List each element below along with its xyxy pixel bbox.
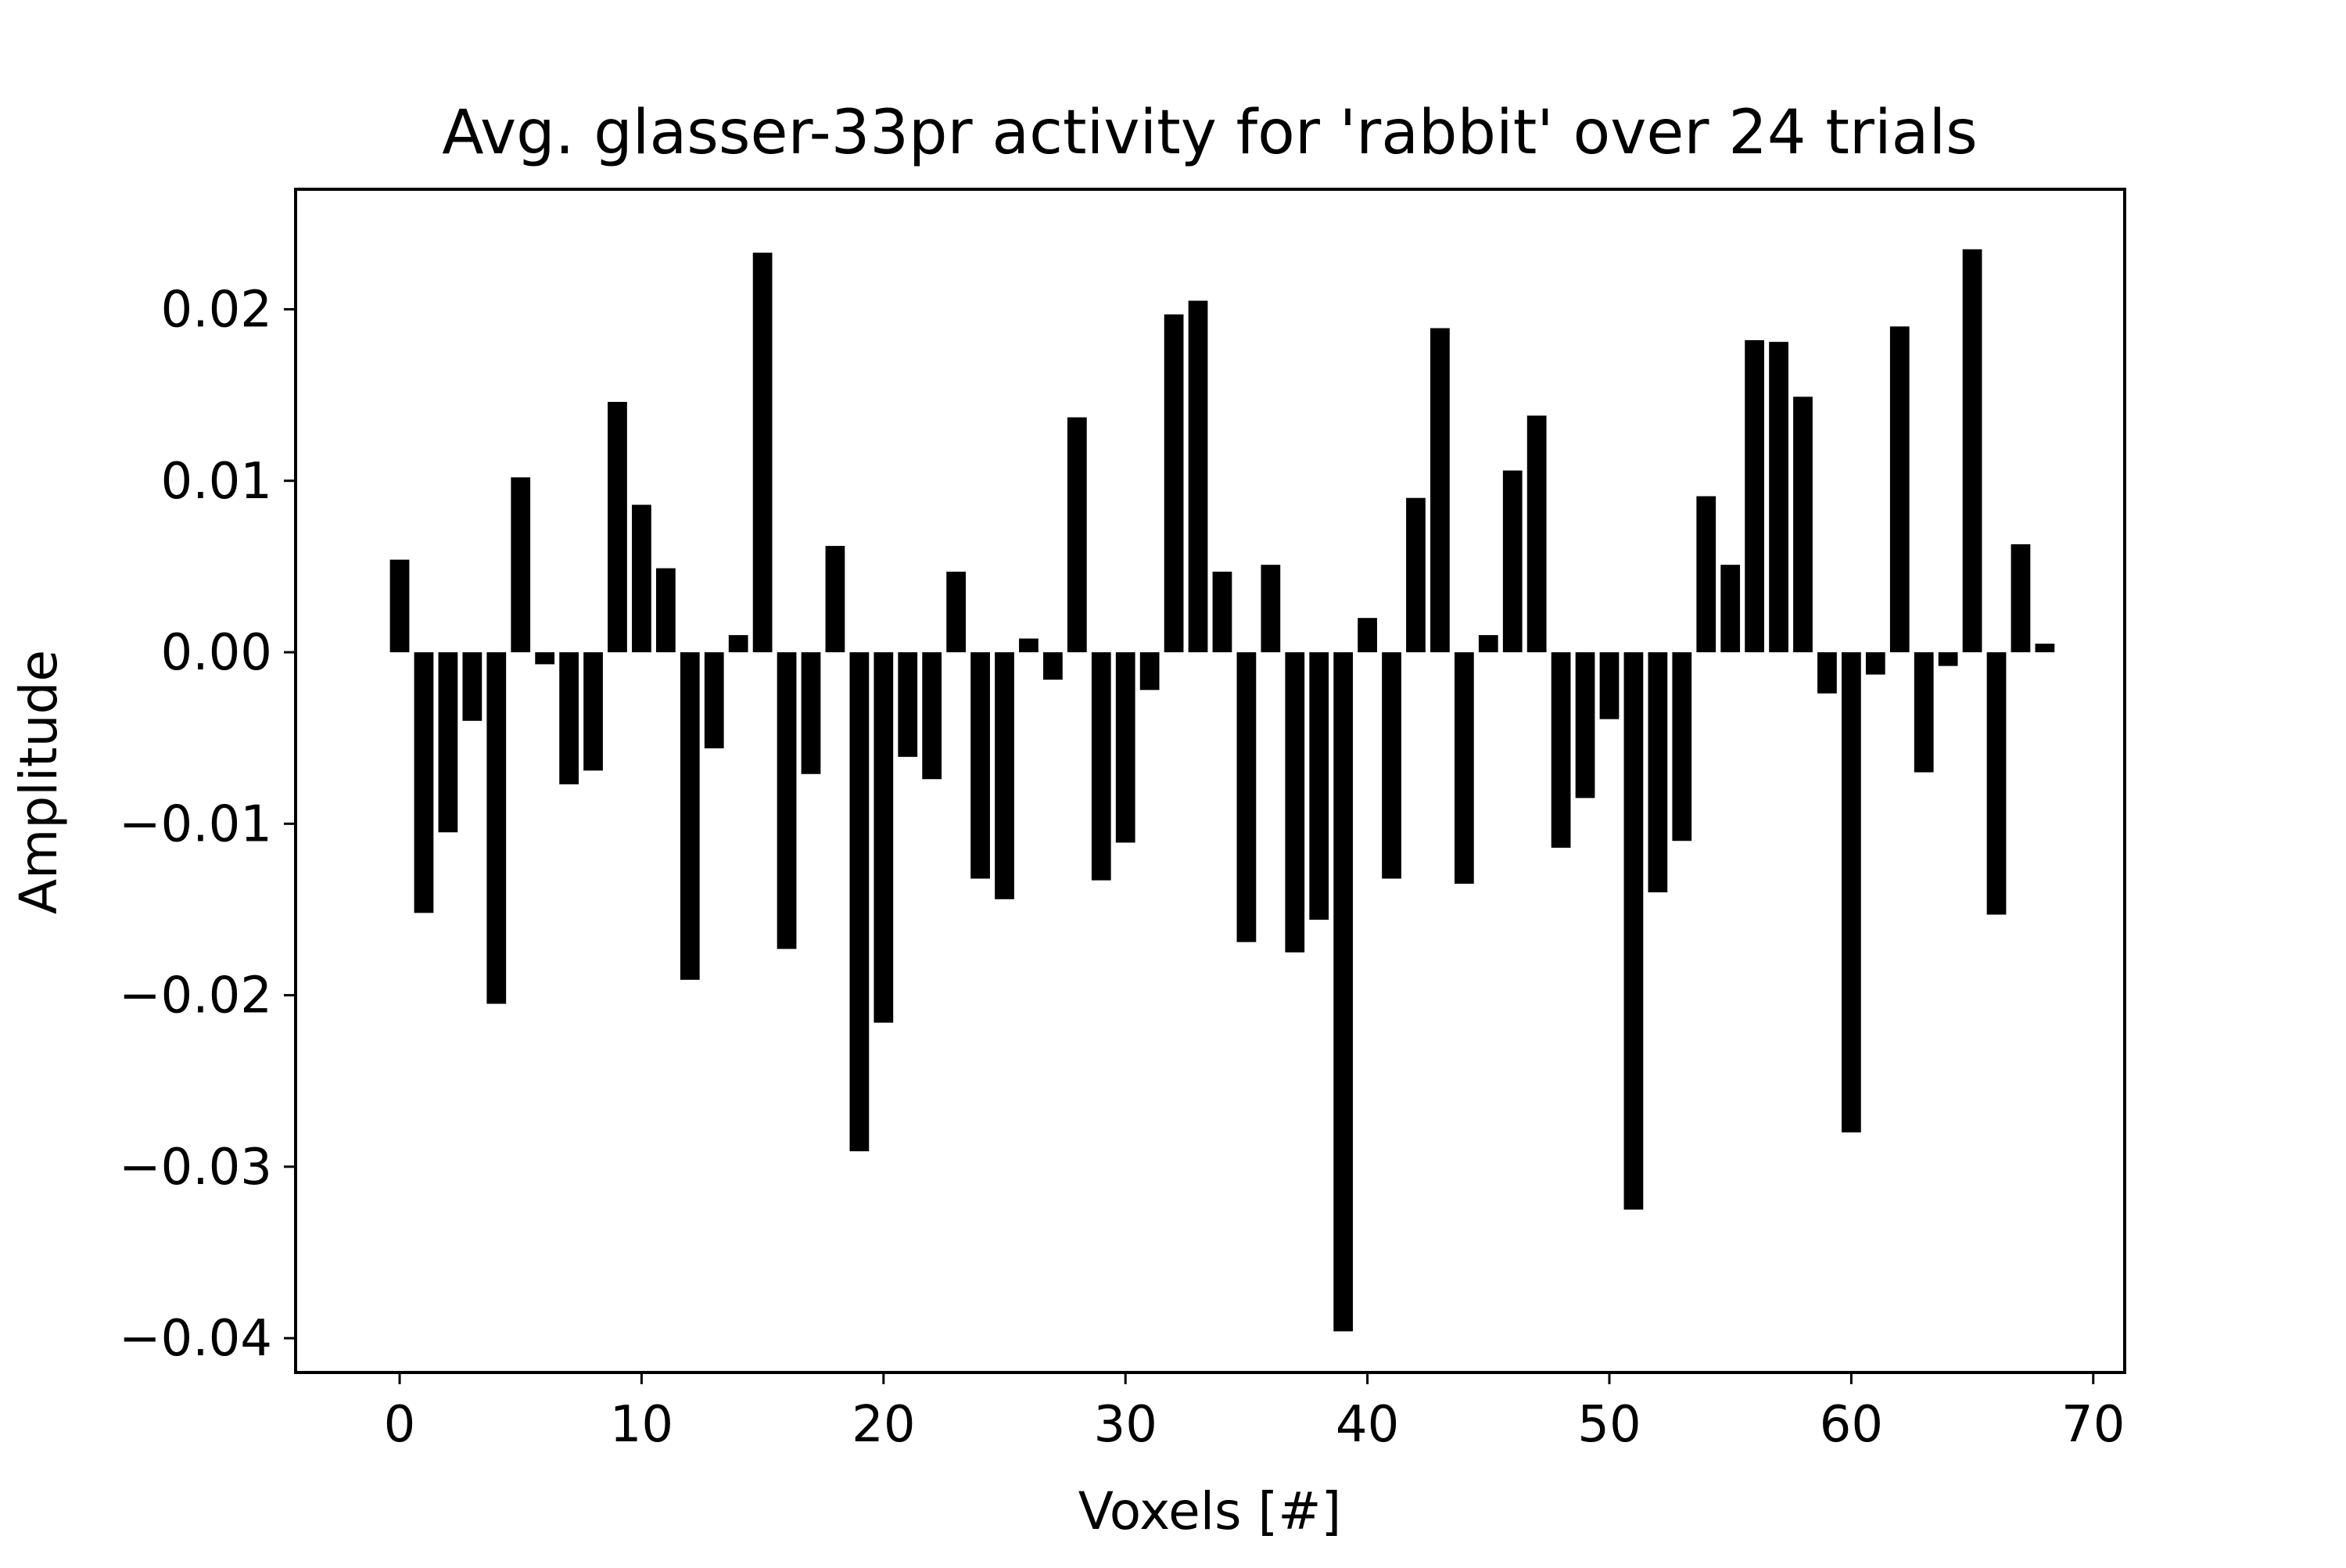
bar-voxel-51 xyxy=(1623,652,1644,1210)
bar-voxel-10 xyxy=(632,504,651,653)
bar-voxel-66 xyxy=(1986,652,2007,915)
bar-voxel-58 xyxy=(1793,396,1813,653)
x-axis-label: Voxels [#] xyxy=(1078,1481,1342,1541)
x-tick-label: 10 xyxy=(610,1396,673,1454)
bar-voxel-53 xyxy=(1672,652,1692,841)
bar-voxel-21 xyxy=(898,652,918,757)
y-tick-label: −0.01 xyxy=(119,795,272,853)
bar-voxel-23 xyxy=(946,571,967,653)
bar-voxel-27 xyxy=(1043,652,1063,680)
y-tick-label: −0.04 xyxy=(119,1310,272,1368)
bars-group xyxy=(389,249,2055,1332)
bar-voxel-54 xyxy=(1696,496,1716,653)
bar-voxel-6 xyxy=(535,652,555,665)
bar-voxel-67 xyxy=(2011,544,2031,653)
x-tick-label: 0 xyxy=(384,1396,416,1454)
bar-voxel-13 xyxy=(704,652,724,748)
y-axis-label: Amplitude xyxy=(9,650,69,914)
y-tick-label: 0.01 xyxy=(161,453,273,511)
bar-voxel-34 xyxy=(1212,571,1232,653)
y-axis-ticks: 0.02 0.01 0.00 −0.01 −0.02 −0.03 −0.04 xyxy=(119,281,296,1368)
bar-voxel-63 xyxy=(1914,652,1934,773)
chart-title: Avg. glasser-33pr activity for 'rabbit' … xyxy=(442,98,1978,168)
bar-voxel-22 xyxy=(922,652,942,780)
bar-voxel-60 xyxy=(1842,652,1861,1133)
bar-voxel-64 xyxy=(1938,652,1958,666)
bar-voxel-52 xyxy=(1648,652,1668,893)
bar-voxel-4 xyxy=(486,652,507,1004)
bar-voxel-44 xyxy=(1454,652,1474,884)
y-tick-label: −0.02 xyxy=(119,967,272,1025)
bar-voxel-0 xyxy=(389,559,410,653)
bar-voxel-36 xyxy=(1261,565,1281,653)
x-axis-ticks: 0 10 20 30 40 50 60 70 xyxy=(384,1372,2125,1454)
bar-voxel-42 xyxy=(1406,497,1426,653)
bar-voxel-28 xyxy=(1067,417,1087,653)
bar-voxel-3 xyxy=(462,652,482,721)
x-tick-label: 50 xyxy=(1577,1396,1641,1454)
bar-voxel-8 xyxy=(583,652,603,771)
bar-voxel-65 xyxy=(1962,249,1982,653)
bar-voxel-57 xyxy=(1769,342,1788,653)
bar-voxel-55 xyxy=(1720,565,1741,653)
bar-voxel-68 xyxy=(2035,644,2055,653)
bar-voxel-30 xyxy=(1115,652,1135,843)
bar-voxel-31 xyxy=(1139,652,1160,691)
plot-frame xyxy=(294,188,2126,1374)
bar-voxel-24 xyxy=(970,652,990,879)
bar-voxel-14 xyxy=(728,635,748,653)
y-tick-label: −0.03 xyxy=(119,1139,272,1197)
bar-voxel-29 xyxy=(1091,652,1111,881)
bar-voxel-45 xyxy=(1478,635,1498,653)
bar-voxel-1 xyxy=(414,652,434,913)
bar-voxel-50 xyxy=(1599,652,1620,719)
bar-voxel-18 xyxy=(825,546,845,653)
bar-voxel-9 xyxy=(608,401,627,653)
bar-voxel-43 xyxy=(1430,328,1450,653)
bar-voxel-37 xyxy=(1285,652,1305,953)
bar-voxel-40 xyxy=(1358,618,1377,653)
x-tick-label: 20 xyxy=(852,1396,915,1454)
bar-voxel-11 xyxy=(655,568,676,653)
y-tick-label: 0.00 xyxy=(161,624,273,682)
bar-voxel-59 xyxy=(1817,652,1837,694)
bar-voxel-56 xyxy=(1745,339,1765,653)
x-tick-label: 40 xyxy=(1336,1396,1399,1454)
bar-voxel-38 xyxy=(1309,652,1329,920)
bar-voxel-20 xyxy=(873,652,894,1023)
bar-voxel-32 xyxy=(1164,314,1184,653)
bar-voxel-35 xyxy=(1236,652,1257,942)
bar-voxel-47 xyxy=(1526,415,1547,653)
bar-voxel-61 xyxy=(1865,652,1885,675)
x-tick-label: 70 xyxy=(2061,1396,2125,1454)
bar-voxel-48 xyxy=(1551,652,1571,849)
bar-voxel-7 xyxy=(559,652,579,784)
bar-voxel-62 xyxy=(1889,326,1910,653)
bar-voxel-33 xyxy=(1188,300,1208,653)
bar-voxel-25 xyxy=(995,652,1014,899)
bar-voxel-16 xyxy=(777,652,797,949)
y-tick-label: 0.02 xyxy=(161,281,273,339)
bar-voxel-17 xyxy=(801,652,821,774)
x-tick-label: 30 xyxy=(1093,1396,1157,1454)
bar-voxel-41 xyxy=(1382,652,1401,879)
bar-voxel-49 xyxy=(1575,652,1595,798)
bar-voxel-39 xyxy=(1333,652,1354,1332)
bar-voxel-26 xyxy=(1019,638,1038,653)
bar-voxel-46 xyxy=(1502,470,1523,653)
bar-voxel-5 xyxy=(511,477,531,653)
bar-voxel-19 xyxy=(849,652,870,1152)
x-tick-label: 60 xyxy=(1820,1396,1883,1454)
bar-voxel-15 xyxy=(752,253,773,653)
bar-voxel-2 xyxy=(438,652,458,833)
bar-voxel-12 xyxy=(680,652,700,980)
